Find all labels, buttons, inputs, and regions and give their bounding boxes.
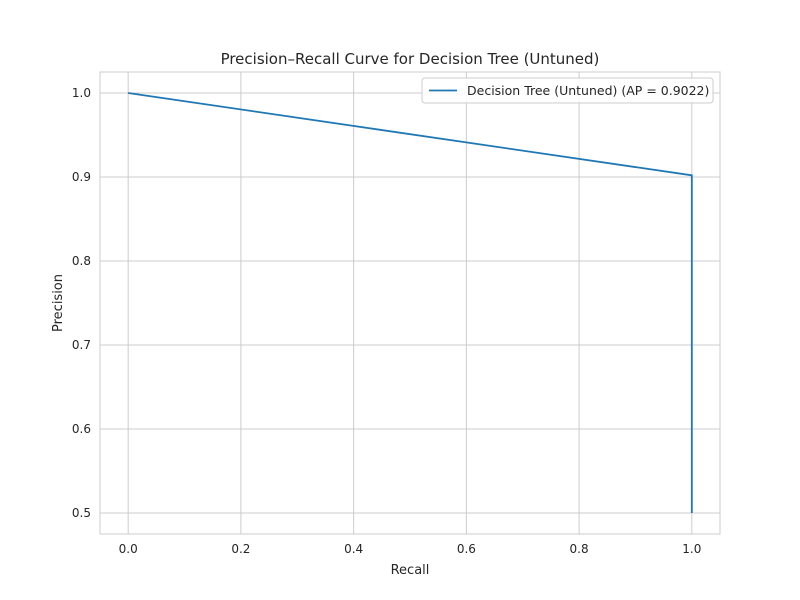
series-layer	[128, 92, 693, 513]
y-tick-label: 0.7	[72, 338, 91, 352]
y-tick-label: 0.6	[72, 422, 91, 436]
plot-area-frame	[99, 71, 721, 535]
x-tick-label: 1.0	[682, 542, 701, 556]
x-tick-label: 0.4	[344, 542, 363, 556]
grid-lines	[100, 72, 720, 534]
y-tick-label: 0.8	[72, 254, 91, 268]
x-tick-label: 0.2	[231, 542, 250, 556]
legend-entry-label: Decision Tree (Untuned) (AP = 0.9022)	[467, 83, 709, 98]
x-tick-label: 0.0	[119, 542, 138, 556]
x-axis-ticks: 0.0 0.2 0.4 0.6 0.8 1.0	[119, 542, 702, 556]
x-tick-label: 0.6	[457, 542, 476, 556]
y-tick-label: 0.5	[72, 506, 91, 520]
y-axis-ticks: 0.5 0.6 0.7 0.8 0.9 1.0	[72, 86, 91, 520]
y-tick-label: 0.9	[72, 170, 91, 184]
chart-title: Precision–Recall Curve for Decision Tree…	[221, 50, 600, 68]
y-axis-label: Precision	[51, 274, 66, 332]
legend: Decision Tree (Untuned) (AP = 0.9022)	[421, 77, 714, 104]
x-tick-label: 0.8	[570, 542, 589, 556]
y-tick-label: 1.0	[72, 86, 91, 100]
x-axis-label: Recall	[391, 563, 430, 578]
series-line-pr-curve	[128, 92, 693, 513]
legend-box	[421, 77, 714, 104]
